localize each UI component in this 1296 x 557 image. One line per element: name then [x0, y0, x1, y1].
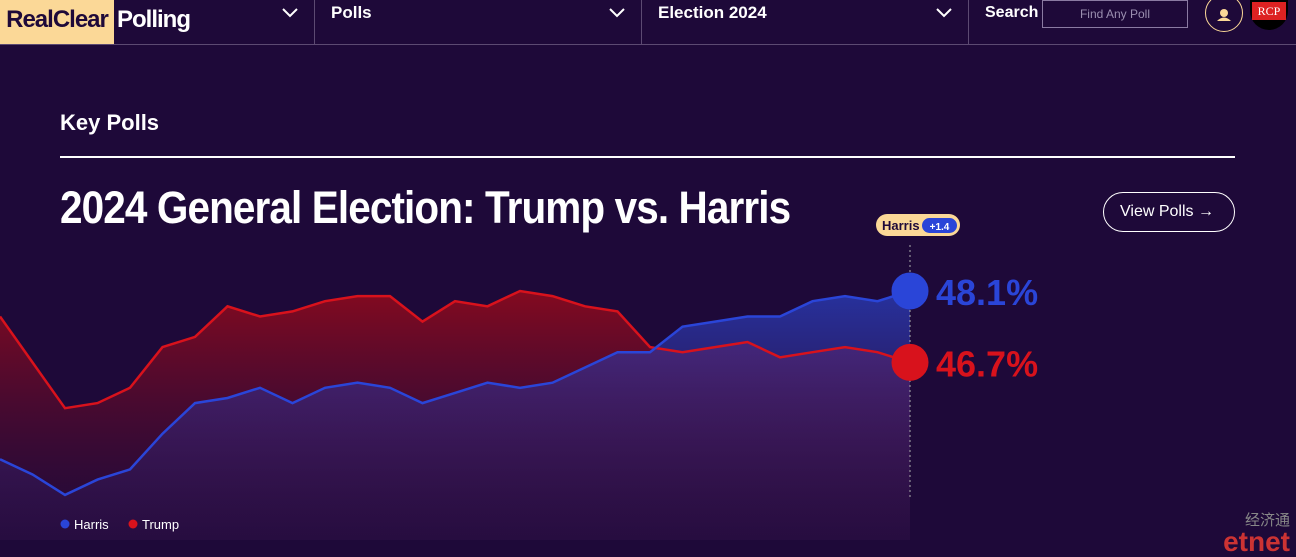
badge-name: Harris — [882, 218, 920, 233]
chart-title: 2024 General Election: Trump vs. Harris — [60, 182, 790, 234]
end-avatar — [893, 274, 927, 308]
legend-dot — [129, 520, 138, 529]
legend-dot — [61, 520, 70, 529]
watermark-en: etnet — [1223, 530, 1290, 554]
view-polls-button[interactable]: View Polls → — [1103, 192, 1235, 232]
button-label: View Polls — [1120, 203, 1194, 220]
value-label: 48.1% — [936, 272, 1038, 313]
leader-badge: Harris +1.4 — [876, 214, 960, 236]
end-avatar — [893, 345, 927, 379]
legend-label: Harris — [74, 517, 109, 532]
value-label: 46.7% — [936, 343, 1038, 384]
badge-margin: +1.4 — [930, 222, 950, 233]
legend-label: Trump — [142, 517, 179, 532]
arrow-icon: → — [1198, 203, 1214, 220]
